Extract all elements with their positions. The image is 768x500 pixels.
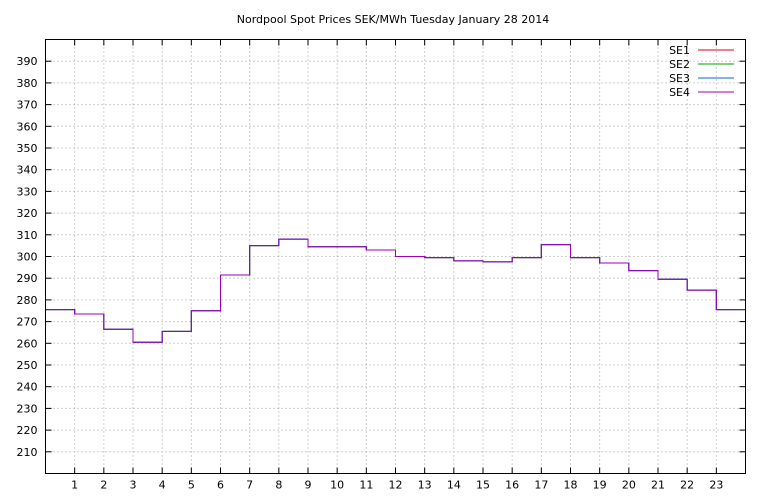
y-tick-label: 280 [17,294,38,307]
x-tick-label: 3 [130,479,137,492]
x-tick-label: 12 [389,479,403,492]
legend-label: SE2 [669,58,690,71]
y-tick-label: 270 [17,316,38,329]
x-tick-label: 2 [100,479,107,492]
x-tick-label: 21 [651,479,665,492]
y-tick-label: 300 [17,251,38,264]
y-tick-label: 290 [17,272,38,285]
x-tick-label: 19 [593,479,607,492]
y-tick-label: 240 [17,381,38,394]
legend-label: SE1 [669,44,690,57]
x-tick-label: 17 [534,479,548,492]
x-tick-label: 20 [622,479,636,492]
x-tick-label: 11 [359,479,373,492]
x-tick-label: 7 [246,479,253,492]
y-tick-label: 210 [17,446,38,459]
axis-ticks: 2102202302402502602702802903003103203303… [17,39,746,492]
series-lines [45,238,746,343]
y-tick-label: 260 [17,337,38,350]
x-tick-label: 15 [476,479,490,492]
y-tick-label: 230 [17,402,38,415]
x-tick-label: 5 [188,479,195,492]
y-tick-label: 370 [17,99,38,112]
x-tick-label: 16 [505,479,519,492]
x-tick-label: 8 [275,479,282,492]
x-tick-label: 23 [709,479,723,492]
x-tick-label: 18 [564,479,578,492]
y-tick-label: 320 [17,207,38,220]
x-tick-label: 10 [330,479,344,492]
legend-label: SE3 [669,72,690,85]
y-tick-label: 360 [17,120,38,133]
y-tick-label: 220 [17,424,38,437]
y-tick-label: 310 [17,229,38,242]
x-tick-label: 1 [71,479,78,492]
plot-frame [45,39,746,474]
y-tick-label: 380 [17,77,38,90]
series-line-se4 [45,238,746,343]
legend-label: SE4 [669,86,690,99]
x-tick-label: 9 [305,479,312,492]
y-tick-label: 340 [17,164,38,177]
y-tick-label: 250 [17,359,38,372]
y-tick-label: 350 [17,142,38,155]
x-tick-label: 13 [418,479,432,492]
chart-title: Nordpool Spot Prices SEK/MWh Tuesday Jan… [237,13,549,26]
y-tick-label: 390 [17,55,38,68]
y-tick-label: 330 [17,185,38,198]
x-tick-label: 6 [217,479,224,492]
x-tick-label: 4 [159,479,166,492]
x-tick-label: 22 [680,479,694,492]
x-tick-label: 14 [447,479,461,492]
